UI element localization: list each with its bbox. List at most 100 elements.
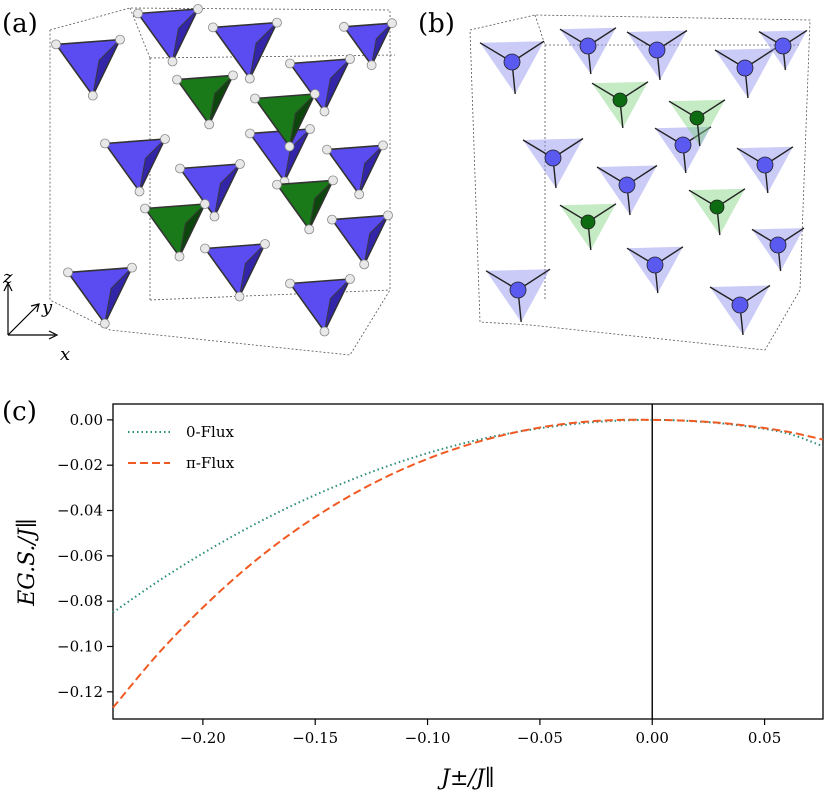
atom-sphere [383, 210, 393, 221]
panel-a-bounding-box [49, 7, 396, 356]
atom-sphere [366, 60, 377, 71]
y-tick-label: −0.12 [57, 683, 103, 701]
blue-tetrahedron [175, 159, 245, 222]
atom-sphere [235, 159, 245, 169]
y-tick-label: −0.04 [57, 502, 103, 520]
atom-sphere [250, 93, 260, 104]
atom-sphere [167, 56, 178, 67]
atom-sphere [310, 89, 320, 99]
atom-sphere [285, 278, 295, 289]
green-tetrahedron-translucent [668, 99, 726, 147]
axis-z-label: z [2, 267, 13, 288]
atom-sphere [322, 144, 332, 155]
blue-tetrahedron [200, 239, 270, 302]
atom-sphere [328, 175, 338, 186]
axes-triad [3, 281, 59, 340]
blue-spin-sphere [579, 37, 597, 55]
green-spin-sphere [689, 110, 705, 126]
series-0-flux-line [112, 418, 824, 614]
atom-sphere [339, 21, 349, 32]
blue-tetrahedron [133, 4, 203, 67]
panel-b-bounding-box [469, 14, 811, 351]
atom-sphere [175, 163, 185, 174]
x-tick-label: 0.00 [636, 729, 669, 747]
blue-tetrahedron [285, 54, 355, 117]
green-spin-sphere [612, 92, 628, 108]
blue-tetrahedron-translucent [751, 227, 805, 272]
atom-sphere [284, 141, 295, 152]
atom-sphere [174, 251, 185, 262]
atom-sphere [200, 243, 210, 254]
atom-sphere [160, 134, 170, 144]
blue-spin-sphere [736, 59, 754, 77]
blue-tetrahedron [327, 210, 393, 270]
atom-sphere [140, 203, 150, 214]
blue-spin-sphere [756, 156, 774, 174]
y-tick-label: −0.10 [57, 637, 103, 655]
plot-frame [112, 403, 824, 720]
y-tick-label: −0.02 [57, 456, 103, 474]
green-tetrahedron [172, 70, 238, 130]
blue-tetrahedron [322, 140, 388, 200]
green-tetrahedron [272, 175, 338, 235]
blue-spin-sphere [646, 256, 664, 274]
blue-tetrahedron-translucent [522, 137, 584, 189]
blue-tetrahedron-translucent [736, 146, 794, 194]
atom-sphere [204, 119, 215, 130]
atom-sphere [115, 34, 125, 45]
x-tick-label: −0.10 [405, 729, 451, 747]
atom-sphere [99, 318, 110, 329]
atom-sphere [345, 274, 355, 284]
legend-label-pi-flux: π-Flux [186, 454, 235, 472]
atom-sphere [345, 54, 355, 64]
blue-spin-sphere [544, 149, 562, 167]
blue-tetrahedron-translucent [479, 40, 545, 95]
x-tick-label: −0.05 [517, 729, 563, 747]
blue-spin-sphere [509, 281, 527, 299]
green-spin-sphere [580, 214, 596, 230]
atom-sphere [244, 73, 255, 84]
atom-sphere [63, 267, 73, 278]
blue-tetrahedron-translucent [714, 47, 776, 99]
atom-sphere [172, 74, 182, 85]
green-tetrahedron [250, 89, 320, 152]
atom-sphere [200, 199, 210, 209]
green-tetrahedron [140, 199, 210, 262]
atom-sphere [208, 22, 218, 33]
blue-tetrahedron-translucent [626, 246, 684, 294]
blue-spin-sphere [503, 53, 521, 71]
y-tick-label: 0.00 [70, 411, 103, 429]
blue-tetrahedron [51, 34, 125, 101]
blue-tetrahedron-translucent [654, 126, 712, 174]
panel-a-lattice: z y x [2, 4, 397, 365]
green-tetrahedron-translucent [559, 203, 617, 251]
blue-spin-sphere [769, 236, 787, 254]
blue-spin-sphere [774, 37, 792, 55]
panel-b-tetrahedra [479, 27, 808, 336]
x-tick-label: −0.15 [292, 729, 338, 747]
axis-y-label: y [41, 297, 53, 318]
atom-sphere [305, 124, 315, 134]
blue-spin-sphere [618, 176, 636, 194]
atom-sphere [234, 291, 245, 302]
panel-b-lattice [469, 14, 811, 351]
blue-tetrahedron [63, 262, 137, 329]
atom-sphere [193, 4, 203, 14]
atom-sphere [354, 189, 365, 200]
blue-tetrahedron-translucent [758, 29, 808, 71]
atom-sphere [319, 106, 330, 117]
x-tick-label: 0.05 [748, 729, 781, 747]
blue-tetrahedron [100, 134, 170, 197]
panel-c-chart: −0.20 −0.15 −0.10 −0.05 0.00 0.05 0.00 −0.02 −0… [15, 403, 824, 791]
atom-sphere [359, 259, 370, 270]
blue-tetrahedron-translucent [485, 268, 551, 323]
atom-sphere [260, 239, 270, 249]
panel-label-a: (a) [2, 9, 38, 39]
blue-spin-sphere [731, 296, 749, 314]
atom-sphere [209, 211, 220, 222]
x-ticks: −0.20 −0.15 −0.10 −0.05 0.00 0.05 [180, 719, 781, 747]
panel-label-c: (c) [2, 397, 37, 427]
y-axis-label: EG.S./J∥ [15, 518, 40, 607]
green-spin-sphere [709, 199, 725, 215]
axis-x-label: x [60, 344, 70, 365]
